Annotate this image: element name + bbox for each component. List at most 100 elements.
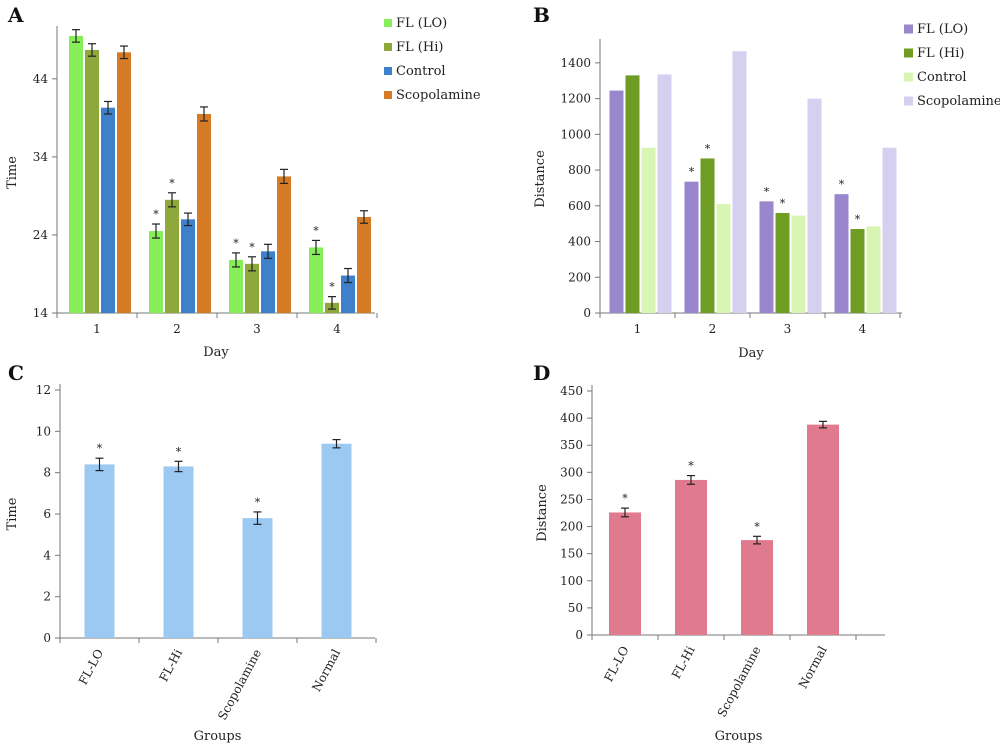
y-tick-label: 1400 (560, 56, 591, 70)
significance-star: * (97, 442, 103, 455)
bar (197, 113, 211, 313)
bar (866, 226, 881, 313)
y-axis-title: Distance (535, 484, 550, 542)
bar (163, 466, 194, 638)
bar (807, 98, 822, 313)
y-tick-label: 1000 (560, 127, 591, 141)
bar (69, 35, 83, 314)
y-tick-label: 10 (36, 424, 51, 438)
bar (261, 251, 275, 313)
y-tick-label: 0 (575, 628, 583, 642)
significance-star: * (313, 224, 319, 237)
bar (357, 216, 371, 313)
bar (84, 464, 115, 638)
chart-panel-d: 0 50 100 150 200 250 300 350 400 450 FL-LO FL-Hi Sco… (535, 384, 885, 744)
bar (149, 231, 163, 313)
bar (775, 212, 790, 313)
bar (741, 540, 773, 635)
significance-star: * (169, 177, 175, 190)
bar (341, 275, 355, 313)
bar (657, 74, 672, 313)
legend-label: FL (LO) (396, 16, 447, 31)
legend-label: Scopolamine (917, 94, 1000, 109)
x-tick-label: Normal (796, 644, 830, 691)
x-tick-label: 3 (784, 322, 792, 336)
significance-star: * (249, 241, 255, 254)
legend-swatch (384, 67, 392, 75)
significance-star: * (839, 178, 845, 191)
bar (609, 512, 641, 635)
legend-swatch (904, 24, 913, 34)
significance-star: * (754, 520, 760, 533)
y-tick-label: 150 (560, 547, 583, 561)
significance-star: * (329, 281, 335, 294)
y-tick-label: 200 (560, 520, 583, 534)
bar (882, 147, 897, 313)
legend-label: Control (917, 70, 967, 85)
y-tick-label: 24 (33, 228, 49, 242)
bar (791, 215, 806, 313)
legend-swatch (384, 91, 392, 99)
y-tick-label: 400 (568, 235, 591, 249)
y-tick-label: 350 (560, 438, 583, 452)
chart-panel-b: 0 200 400 600 800 1000 1200 1400 1 2 3 4 * * * * * * FL (L… (533, 22, 1000, 361)
bar (181, 219, 195, 313)
bar (732, 51, 747, 314)
significance-star: * (689, 166, 695, 179)
x-tick-label: FL-Hi (669, 644, 698, 681)
significance-star: * (780, 197, 786, 210)
significance-star: * (622, 492, 628, 505)
x-tick-label: Normal (309, 647, 343, 694)
bar (229, 259, 243, 313)
y-tick-label: 50 (568, 601, 583, 615)
y-tick-label: 450 (560, 384, 583, 398)
y-tick-label: 400 (560, 411, 583, 425)
significance-star: * (688, 460, 694, 473)
x-tick-label: 2 (173, 322, 181, 336)
y-tick-label: 300 (560, 465, 583, 479)
y-tick-label: 2 (43, 590, 51, 604)
bar (117, 52, 131, 314)
x-tick-label: Scopolamine (715, 644, 764, 720)
panel-letter-b: B (533, 3, 550, 27)
bar (700, 158, 715, 313)
y-tick-label: 8 (43, 466, 51, 480)
legend-label: FL (Hi) (396, 40, 443, 55)
x-tick-label: 3 (253, 322, 261, 336)
y-tick-label: 14 (33, 306, 49, 320)
bar (759, 201, 774, 313)
panel-letter-a: A (7, 3, 24, 27)
legend-swatch (384, 19, 392, 27)
x-tick-label: 4 (333, 322, 341, 336)
y-tick-label: 250 (560, 492, 583, 506)
legend-swatch (904, 72, 913, 82)
y-axis-title: Distance (533, 150, 548, 208)
significance-star: * (255, 496, 261, 509)
y-tick-label: 600 (568, 199, 591, 213)
chart-panel-c: 0 2 4 6 8 10 12 FL-LO FL-Hi Scopolamine Normal * * * G… (5, 383, 377, 744)
y-tick-label: 6 (43, 507, 51, 521)
bar (242, 518, 273, 638)
y-tick-label: 800 (568, 163, 591, 177)
y-tick-label: 4 (43, 548, 51, 562)
x-axis-title: Groups (715, 729, 763, 744)
bar (716, 204, 731, 313)
significance-star: * (176, 445, 182, 458)
x-tick-label: 4 (859, 322, 867, 336)
y-tick-label: 0 (43, 631, 51, 645)
x-tick-label: 2 (709, 322, 717, 336)
x-tick-label: 1 (93, 322, 101, 336)
bar (684, 181, 699, 313)
y-tick-label: 12 (36, 383, 51, 397)
bar (165, 199, 179, 313)
bar (245, 263, 259, 313)
x-tick-label: FL-Hi (157, 647, 186, 684)
bar (85, 49, 99, 313)
legend-label: Control (396, 64, 446, 79)
bar (850, 229, 865, 313)
significance-star: * (705, 142, 711, 155)
significance-star: * (764, 185, 770, 198)
panel-letter-d: D (533, 361, 550, 385)
